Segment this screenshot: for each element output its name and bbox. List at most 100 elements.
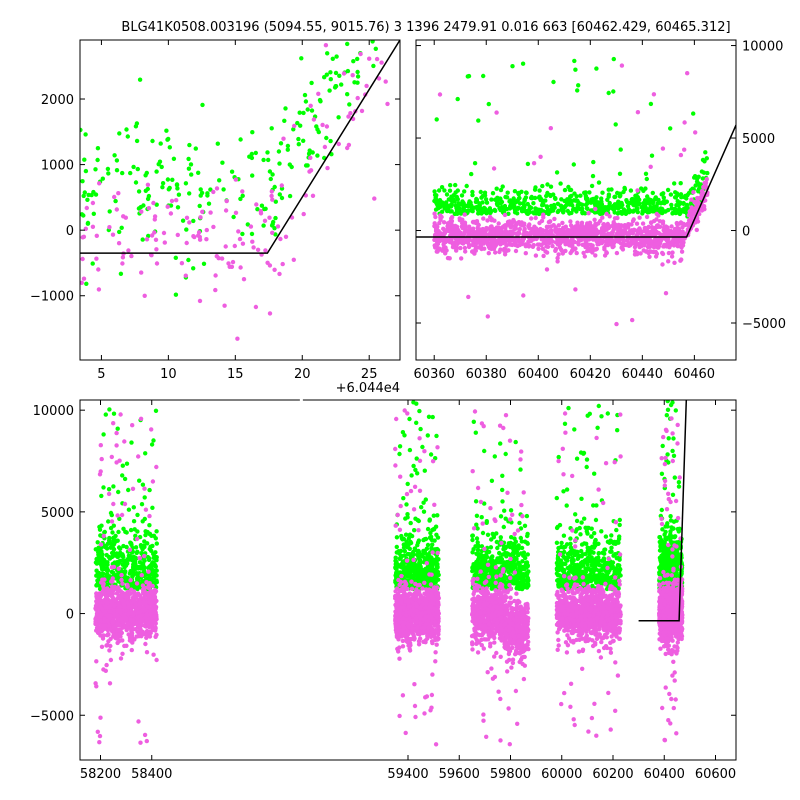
data-point <box>403 516 408 521</box>
data-point <box>496 232 501 238</box>
data-point <box>565 208 570 214</box>
data-point <box>261 223 266 228</box>
data-point <box>107 407 112 412</box>
data-point <box>647 254 652 259</box>
x-tick-label: 60440 <box>622 367 663 382</box>
data-point <box>453 227 459 232</box>
data-point <box>696 174 701 179</box>
data-point <box>111 411 117 416</box>
data-point <box>592 247 597 252</box>
data-point <box>576 200 581 205</box>
data-point <box>512 240 518 245</box>
data-point <box>311 117 317 122</box>
data-point <box>255 247 261 252</box>
data-point <box>115 640 120 646</box>
data-point <box>643 227 648 232</box>
data-point <box>374 56 380 62</box>
data-point <box>131 164 136 170</box>
data-point <box>107 681 113 686</box>
data-point <box>149 590 155 596</box>
data-point <box>656 245 661 250</box>
data-point <box>350 73 355 78</box>
data-point <box>603 242 609 248</box>
data-point <box>134 536 140 542</box>
data-point <box>322 144 328 150</box>
data-point <box>405 481 410 487</box>
data-point <box>498 187 504 193</box>
data-point <box>502 203 508 209</box>
data-point <box>505 190 510 195</box>
data-point <box>355 74 361 79</box>
data-point <box>154 261 160 266</box>
data-point <box>152 627 158 633</box>
data-point <box>453 182 458 188</box>
data-point <box>436 206 441 211</box>
data-point <box>555 201 561 206</box>
data-point <box>96 267 101 272</box>
data-point <box>444 248 449 253</box>
data-point <box>94 582 100 587</box>
data-point <box>678 152 684 158</box>
data-point <box>245 222 250 227</box>
data-point <box>147 487 152 493</box>
data-point <box>406 542 411 548</box>
data-point <box>607 214 612 219</box>
data-point <box>653 196 658 201</box>
data-point <box>111 617 116 623</box>
data-point <box>397 444 403 449</box>
data-point <box>541 253 546 259</box>
data-point <box>661 191 666 196</box>
data-point <box>553 246 559 252</box>
data-point <box>140 561 146 566</box>
data-point <box>167 145 172 150</box>
data-point <box>105 166 111 172</box>
data-point <box>285 143 291 149</box>
data-point <box>254 202 259 207</box>
data-point <box>524 230 529 236</box>
data-point <box>462 245 468 251</box>
data-point <box>352 80 357 85</box>
data-point <box>255 207 260 212</box>
data-point <box>680 229 685 234</box>
data-point <box>548 126 553 131</box>
data-point <box>117 229 122 235</box>
data-point <box>165 177 171 182</box>
data-point <box>631 217 636 222</box>
data-point <box>100 636 106 641</box>
data-point <box>117 131 122 136</box>
data-point <box>152 217 157 222</box>
data-point <box>146 193 152 199</box>
data-point <box>113 622 119 628</box>
data-point <box>585 196 590 201</box>
data-point <box>420 571 425 576</box>
data-point <box>538 226 543 232</box>
data-point <box>651 92 657 97</box>
data-point <box>464 183 469 189</box>
data-point <box>173 292 179 297</box>
data-point <box>638 251 643 256</box>
data-point <box>129 587 134 592</box>
data-point <box>644 208 649 214</box>
data-point <box>685 71 690 76</box>
data-point <box>436 188 442 193</box>
data-point <box>305 163 310 168</box>
data-point <box>277 161 282 166</box>
data-point <box>639 237 645 242</box>
data-point <box>144 237 150 242</box>
data-point <box>95 729 101 734</box>
data-point <box>660 221 666 226</box>
data-point <box>581 250 586 256</box>
data-point <box>402 548 407 554</box>
data-point <box>703 181 708 186</box>
data-point <box>475 230 480 235</box>
data-point <box>120 651 125 656</box>
data-point <box>602 224 607 229</box>
data-point <box>129 440 134 445</box>
data-point <box>478 236 483 242</box>
data-point <box>510 229 515 234</box>
data-point <box>102 577 107 582</box>
x-tick: 5 <box>97 40 106 382</box>
data-point <box>486 101 491 107</box>
data-point <box>113 198 118 204</box>
data-point <box>427 535 433 540</box>
